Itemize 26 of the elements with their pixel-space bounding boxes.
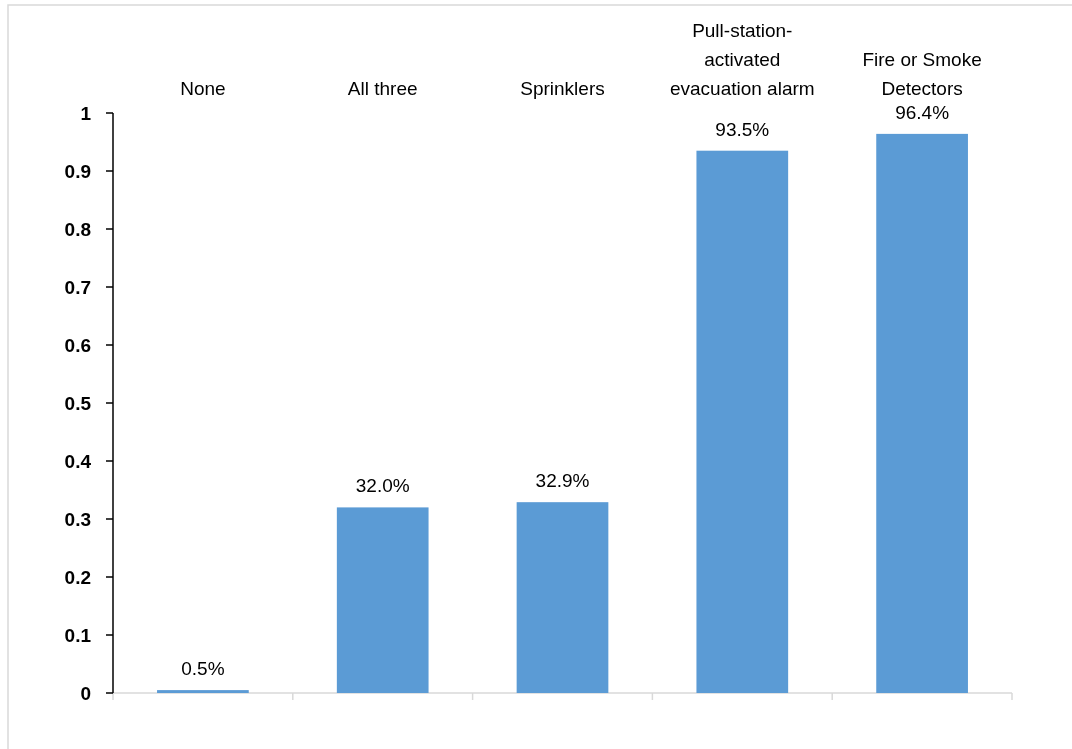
y-tick-label: 0.9 xyxy=(64,160,91,182)
y-tick-label: 0.1 xyxy=(64,624,92,646)
y-tick-label: 0 xyxy=(80,682,91,704)
bar xyxy=(157,690,249,693)
data-label: 32.9% xyxy=(535,470,590,492)
data-label: 96.4% xyxy=(895,101,950,123)
y-tick-label: 0.8 xyxy=(64,218,91,240)
y-tick-label: 0.5 xyxy=(64,392,92,414)
bar xyxy=(696,150,789,693)
x-tick-label: None xyxy=(180,78,226,99)
x-tick-label: Pull-station-activated evacuation alarm xyxy=(669,20,815,99)
bar xyxy=(516,502,609,693)
y-tick-label: 0.4 xyxy=(64,450,92,472)
y-tick-label: 0.3 xyxy=(64,508,91,530)
data-label: 93.5% xyxy=(715,118,770,140)
y-tick-label: 1 xyxy=(80,102,92,124)
y-tick-label: 0.6 xyxy=(64,334,91,356)
y-tick-label: 0.7 xyxy=(64,276,91,298)
x-tick-label: All three xyxy=(347,78,418,99)
data-label: 0.5% xyxy=(181,658,225,680)
data-label: 32.0% xyxy=(355,475,410,497)
bar xyxy=(876,133,968,693)
y-tick-label: 0.2 xyxy=(64,566,91,588)
x-tick-label: Fire or Smoke Detectors xyxy=(862,49,982,99)
x-tick-label: Sprinklers xyxy=(520,78,605,99)
bar xyxy=(336,507,429,693)
